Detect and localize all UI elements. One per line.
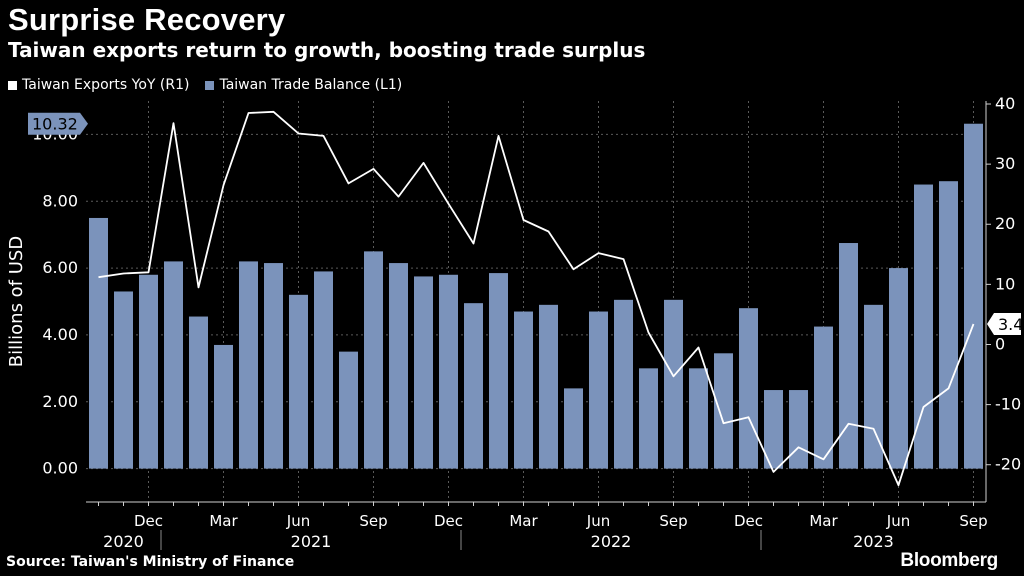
bar-trade-balance bbox=[764, 390, 783, 469]
bar-trade-balance bbox=[714, 353, 733, 469]
legend-label-trade-balance: Taiwan Trade Balance (L1) bbox=[219, 77, 403, 93]
left-axis-tick-label: 6.00 bbox=[42, 258, 78, 277]
bar-trade-balance bbox=[464, 303, 483, 469]
bar-trade-balance bbox=[314, 271, 333, 469]
bar-trade-balance bbox=[639, 368, 658, 469]
bar-trade-balance bbox=[514, 311, 533, 469]
right-axis-tick-label: 10 bbox=[995, 274, 1015, 293]
chart-title: Surprise Recovery bbox=[8, 2, 286, 37]
bar-trade-balance bbox=[939, 181, 958, 469]
x-axis-month-label: Sep bbox=[359, 512, 387, 530]
bar-trade-balance bbox=[289, 294, 308, 469]
bar-trade-balance bbox=[364, 251, 383, 469]
x-axis-month-label: Mar bbox=[509, 512, 538, 530]
bar-trade-balance bbox=[814, 326, 833, 469]
line-exports-yoy bbox=[98, 110, 975, 487]
chart-subtitle: Taiwan exports return to growth, boostin… bbox=[8, 38, 646, 62]
legend-swatch-bar bbox=[205, 80, 215, 90]
bar-trade-balance bbox=[539, 304, 558, 469]
left-axis-title: Billions of USD bbox=[6, 236, 27, 367]
x-axis-year-label: 2023 bbox=[853, 532, 894, 551]
x-axis-month-label: Mar bbox=[809, 512, 838, 530]
bar-trade-balance bbox=[564, 388, 583, 469]
bar-trade-balance bbox=[489, 273, 508, 469]
bar-trade-balance bbox=[964, 123, 983, 469]
bar-trade-balance bbox=[614, 299, 633, 469]
bar-trade-balance bbox=[339, 351, 358, 469]
bar-trade-balance bbox=[164, 261, 183, 469]
bar-trade-balance bbox=[89, 217, 108, 469]
bar-trade-balance bbox=[439, 274, 458, 469]
x-axis-month-label: Sep bbox=[959, 512, 987, 530]
bar-trade-balance bbox=[214, 344, 233, 469]
x-axis-year-label: 2020 bbox=[103, 532, 144, 551]
x-axis-month-label: Dec bbox=[134, 512, 163, 530]
bar-trade-balance bbox=[589, 311, 608, 469]
x-axis-month-label: Mar bbox=[209, 512, 238, 530]
legend: Taiwan Exports YoY (R1) Taiwan Trade Bal… bbox=[8, 77, 402, 93]
bar-trade-balance bbox=[264, 263, 283, 469]
right-axis-tick-label: 40 bbox=[995, 94, 1015, 113]
callout-line-last-bg bbox=[987, 313, 1021, 336]
right-axis-tick-label: 20 bbox=[995, 214, 1015, 233]
callout-line-last-value: 3.4 bbox=[998, 315, 1023, 334]
x-axis-month-label: Jun bbox=[886, 512, 910, 530]
right-axis-tick-label: 30 bbox=[995, 154, 1015, 173]
x-axis-month-label: Jun bbox=[286, 512, 310, 530]
legend-swatch-line bbox=[8, 80, 17, 90]
legend-item-trade-balance: Taiwan Trade Balance (L1) bbox=[205, 77, 402, 93]
right-axis-tick-label: -10 bbox=[995, 395, 1021, 414]
right-axis-tick-label: -20 bbox=[995, 455, 1021, 474]
bar-trade-balance bbox=[689, 368, 708, 469]
right-axis-tick-label: 0 bbox=[995, 334, 1005, 353]
bloomberg-logo: Bloomberg bbox=[900, 550, 998, 571]
bar-trade-balance bbox=[914, 184, 933, 469]
x-axis-month-label: Sep bbox=[659, 512, 687, 530]
left-axis-tick-label: 0.00 bbox=[42, 459, 78, 478]
left-axis-tick-label: 2.00 bbox=[42, 392, 78, 411]
callout-bar-last-value: 10.32 bbox=[32, 115, 78, 134]
bar-trade-balance bbox=[389, 263, 408, 469]
left-axis-tick-label: 8.00 bbox=[42, 191, 78, 210]
x-axis-month-label: Dec bbox=[434, 512, 463, 530]
bar-trade-balance bbox=[139, 274, 158, 469]
x-axis-year-label: 2021 bbox=[291, 532, 332, 551]
bar-trade-balance bbox=[239, 261, 258, 469]
x-axis-month-label: Dec bbox=[734, 512, 763, 530]
bar-trade-balance bbox=[839, 243, 858, 469]
bar-trade-balance bbox=[664, 299, 683, 469]
left-axis-tick-label: 4.00 bbox=[42, 325, 78, 344]
bar-trade-balance bbox=[739, 308, 758, 469]
x-axis-year-label: 2022 bbox=[591, 532, 632, 551]
bar-trade-balance bbox=[889, 268, 908, 469]
callout-bar-last-bg bbox=[28, 112, 88, 135]
legend-label-exports: Taiwan Exports YoY (R1) bbox=[22, 77, 190, 93]
bar-trade-balance bbox=[114, 291, 133, 469]
x-axis-month-label: Jun bbox=[586, 512, 610, 530]
legend-item-exports: Taiwan Exports YoY (R1) bbox=[8, 77, 189, 93]
bar-trade-balance bbox=[789, 390, 808, 469]
bar-trade-balance bbox=[414, 276, 433, 469]
source-note: Source: Taiwan's Ministry of Finance bbox=[6, 554, 295, 570]
bar-trade-balance bbox=[189, 316, 208, 469]
